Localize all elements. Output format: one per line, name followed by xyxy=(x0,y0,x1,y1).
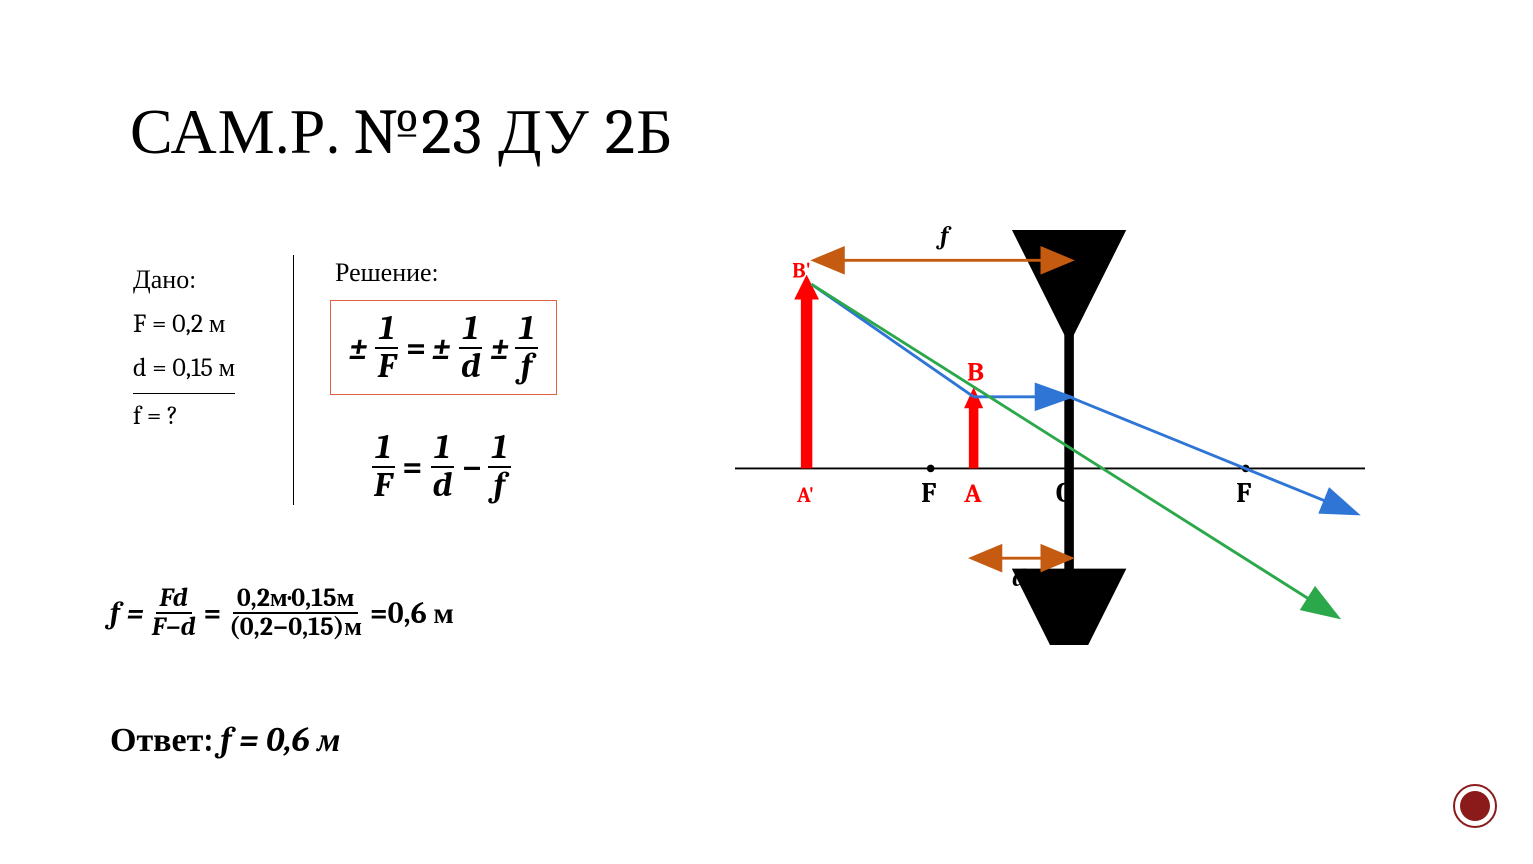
focal-left xyxy=(927,465,935,473)
answer: Ответ: f = 0,6 м xyxy=(110,720,340,760)
corner-decoration-icon xyxy=(1452,783,1498,829)
label-F-right: F xyxy=(1236,477,1251,510)
label-O: O xyxy=(1056,477,1075,510)
frac: 0,2м·0,15м (0,2−0,15)м xyxy=(225,585,366,642)
label-f: f xyxy=(935,225,952,251)
frac: 1 d xyxy=(428,430,456,503)
frac: Fd F−d xyxy=(148,585,200,642)
separator-line xyxy=(293,255,294,505)
frac: 1 d xyxy=(457,311,485,384)
frac: 1 F xyxy=(370,430,396,503)
frac: 1 f xyxy=(515,311,538,384)
ray-diagram: f d F F O A B A' B' xyxy=(710,225,1390,645)
lens-formula-applied: 1 F = 1 d − 1 f xyxy=(370,430,511,503)
given-label: Дано: xyxy=(133,258,235,302)
label-F-left: F xyxy=(921,477,936,510)
pm: ± xyxy=(349,328,368,368)
label-d: d xyxy=(1012,565,1027,593)
given-find: f = ? xyxy=(133,394,235,438)
frac: 1 f xyxy=(488,430,511,503)
given-F: F = 0,2 м xyxy=(133,302,235,346)
slide-title: САМ.Р. №23 ДУ 2Б xyxy=(130,95,674,169)
ray-blue-refracted xyxy=(1069,397,1355,513)
lens-arrow-up xyxy=(1055,263,1084,292)
given-d: d = 0,15 м xyxy=(133,346,235,393)
label-Bp: B' xyxy=(792,260,811,284)
calculation: f = Fd F−d = 0,2м·0,15м (0,2−0,15)м =0,6… xyxy=(110,585,454,642)
frac: 1 F xyxy=(374,311,400,384)
label-B: B xyxy=(967,357,984,388)
label-Ap: A' xyxy=(796,484,814,508)
lens-formula-general: ± 1 F = ± 1 d ± 1 f xyxy=(330,300,557,395)
given-block: Дано: F = 0,2 м d = 0,15 м f = ? xyxy=(133,258,235,438)
solution-label: Решение: xyxy=(335,258,438,288)
lens-arrow-down xyxy=(1055,616,1084,645)
label-A: A xyxy=(963,478,982,509)
